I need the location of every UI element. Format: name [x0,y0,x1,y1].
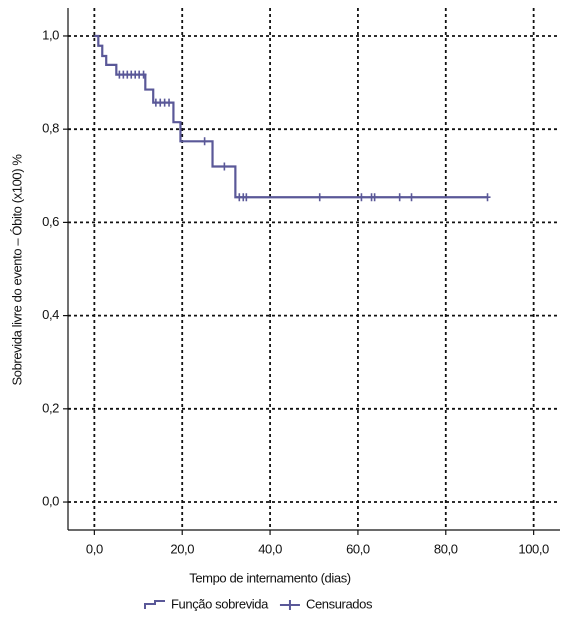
x-tick-label: 80,0 [434,541,458,556]
y-axis-label: Sobrevida livre do evento – Óbito (x100)… [9,154,24,386]
x-axis-label: Tempo de internamento (dias) [189,570,351,585]
y-tick-label: 0,2 [42,400,59,415]
legend-label: Função sobrevida [171,596,269,611]
y-tick-label: 0,0 [42,493,59,508]
censor-mark [166,98,173,107]
legend-icon [279,600,300,610]
x-tick-label: 60,0 [346,541,370,556]
x-tick-label: 0,0 [86,541,103,556]
censor-mark [201,137,208,146]
x-tick-label: 40,0 [258,541,282,556]
y-tick-label: 0,6 [42,214,59,229]
censor-mark [243,193,250,202]
censor-mark [484,193,491,202]
y-tick-label: 0,8 [42,121,59,136]
censor-mark [396,193,403,202]
censor-mark [221,162,228,171]
x-tick-label: 100,0 [518,541,549,556]
legend-label: Censurados [306,596,373,611]
legend-icon [144,600,165,609]
censor-mark [140,70,147,79]
survival-curve [94,34,488,199]
censor-mark [371,193,378,202]
x-tick-label: 20,0 [170,541,194,556]
censor-mark [408,193,415,202]
y-tick-label: 1,0 [42,27,59,42]
censor-mark [358,193,365,202]
y-tick-label: 0,4 [42,307,59,322]
censor-mark [316,193,323,202]
